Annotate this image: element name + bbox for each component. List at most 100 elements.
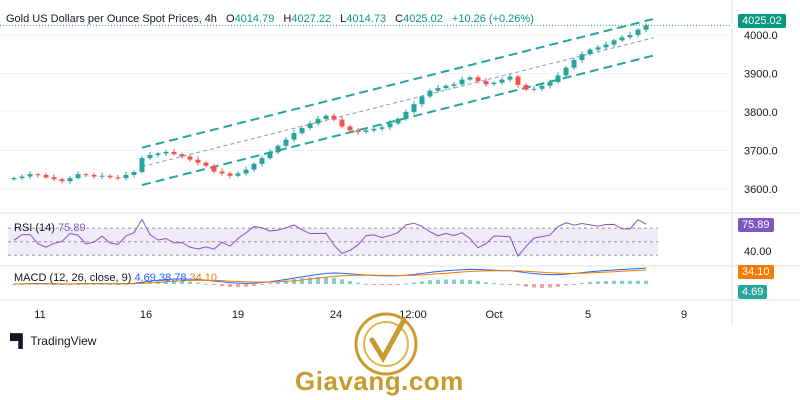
macd-histogram-bar xyxy=(644,280,648,284)
candle-body xyxy=(331,115,337,120)
candle-body xyxy=(419,96,425,105)
candle-body xyxy=(107,175,113,178)
macd-histogram-bar xyxy=(196,282,200,284)
candle-body xyxy=(147,155,153,159)
candle-body xyxy=(427,90,433,97)
macd-histogram-bar xyxy=(268,283,272,285)
rsi-label: RSI (14) xyxy=(14,222,55,234)
macd-label: MACD (12, 26, close, 9) xyxy=(14,272,132,284)
candle-body xyxy=(251,163,257,170)
candle-body xyxy=(627,35,633,38)
candle-body xyxy=(555,75,561,82)
y-tick-label: 4000.0 xyxy=(744,30,778,42)
giavang-logo-icon xyxy=(354,312,418,376)
macd-histogram-bar xyxy=(572,284,576,285)
candle-body xyxy=(507,76,513,80)
candle-body xyxy=(515,76,521,85)
macd-histogram-bar xyxy=(476,280,480,284)
macd-histogram-bar xyxy=(356,282,360,284)
macd-histogram-bar xyxy=(500,283,504,285)
macd-histogram-bar xyxy=(348,281,352,284)
candle-body xyxy=(91,175,97,177)
macd-histogram-bar xyxy=(484,282,488,284)
tradingview-label: TradingView xyxy=(30,333,97,348)
macd-histogram-bar xyxy=(292,279,296,284)
candle-body xyxy=(323,115,329,119)
candle-body xyxy=(523,85,529,90)
candle-body xyxy=(459,79,465,85)
candle-body xyxy=(99,175,105,177)
tradingview-brand[interactable]: ▀▌ TradingView xyxy=(10,333,96,348)
candle-body xyxy=(67,178,73,182)
macd-histogram-bar xyxy=(404,283,408,285)
candle-body xyxy=(443,85,449,89)
macd-histogram-bar xyxy=(388,284,392,285)
candle-body xyxy=(235,173,241,176)
open-value: 4014.79 xyxy=(234,13,275,25)
low-value: 4014.73 xyxy=(346,13,387,25)
macd-histogram-bar xyxy=(556,284,560,287)
candle-body xyxy=(299,128,305,134)
price-badge: 4025.02 xyxy=(738,14,786,28)
tradingview-logo-icon: ▀▌ xyxy=(10,333,27,348)
candle-body xyxy=(475,77,481,82)
macd-histogram-bar xyxy=(604,280,608,284)
candle-body xyxy=(243,169,249,174)
candle-body xyxy=(75,174,81,179)
candle-body xyxy=(179,154,185,157)
x-tick-label: 12:00 xyxy=(399,309,427,321)
macd-histogram-bar xyxy=(412,282,416,284)
channel-middle-line xyxy=(141,37,655,168)
macd-histogram-bar xyxy=(428,280,432,284)
candle-body xyxy=(315,118,321,124)
low-key: L xyxy=(340,13,347,25)
candle-body xyxy=(611,40,617,45)
candle-body xyxy=(347,126,353,131)
macd-histogram-bar xyxy=(420,281,424,284)
candle-body xyxy=(155,153,161,155)
rsi-line xyxy=(13,218,647,258)
macd-histogram-bar xyxy=(212,284,216,286)
macd-histogram-bar xyxy=(300,278,304,284)
candle-body xyxy=(619,37,625,41)
candle-body xyxy=(395,118,401,124)
candle-body xyxy=(11,178,17,180)
macd-histogram-bar xyxy=(444,279,448,284)
macd-histogram-bar xyxy=(172,279,176,284)
macd-histogram-bar xyxy=(580,282,584,284)
macd-signal-value: 34.10 xyxy=(189,272,218,284)
macd-signal-badge: 34.10 xyxy=(738,265,774,279)
rsi-value: 75.89 xyxy=(58,222,86,234)
candle-body xyxy=(635,29,641,35)
candle-body xyxy=(203,162,209,166)
channel-upper-line xyxy=(141,17,655,149)
rsi-legend: RSI (14) 75.89 xyxy=(14,222,86,234)
candle-body xyxy=(195,159,201,163)
macd-histogram-bar xyxy=(460,279,464,284)
macd-histogram-bar xyxy=(252,284,256,286)
high-value: 4027.22 xyxy=(291,13,332,25)
macd-histogram-bar xyxy=(52,283,56,285)
channel-lower-line xyxy=(141,54,655,186)
candle-body xyxy=(363,130,369,132)
candle-body xyxy=(83,174,89,176)
macd-legend: MACD (12, 26, close, 9) 4.69 38.78 34.10 xyxy=(14,272,217,284)
candle-body xyxy=(379,127,385,129)
giavang-logo-ring xyxy=(363,321,409,367)
candle-body xyxy=(43,175,49,178)
candle-body xyxy=(403,111,409,119)
x-tick-label: 19 xyxy=(232,309,244,321)
candle-body xyxy=(163,151,169,154)
macd-histogram-bar xyxy=(508,284,512,285)
x-tick-label: 24 xyxy=(330,309,342,321)
x-tick-label: 5 xyxy=(585,309,591,321)
candle-body xyxy=(371,128,377,131)
macd-histogram-bar xyxy=(596,281,600,284)
candle-body xyxy=(563,67,569,76)
ohlc-header: Gold US Dollars per Ounce Spot Prices, 4… xyxy=(6,13,534,25)
candle-body xyxy=(539,85,545,89)
candle-body xyxy=(603,44,609,48)
macd-histogram-bar xyxy=(284,280,288,284)
macd-histogram-bar xyxy=(236,284,240,288)
candle-body xyxy=(435,88,441,91)
